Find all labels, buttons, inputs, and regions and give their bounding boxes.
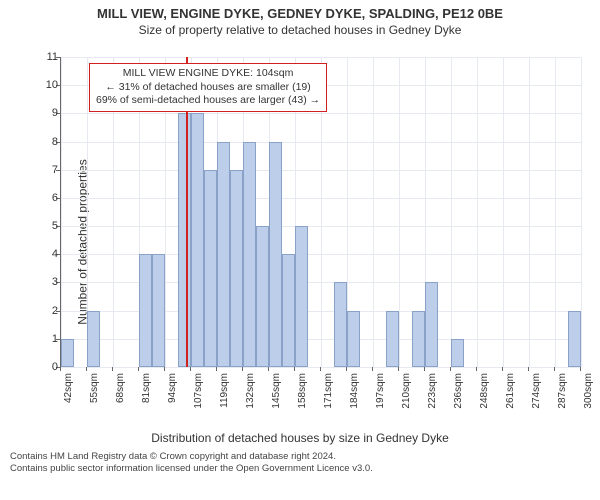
x-tick-mark xyxy=(320,367,321,371)
x-tick-label: 94sqm xyxy=(167,373,178,403)
x-tick-label: 68sqm xyxy=(115,373,126,403)
x-tick-mark xyxy=(268,367,269,371)
y-tick-label: 1 xyxy=(44,333,58,345)
x-tick-label: 42sqm xyxy=(63,373,74,403)
x-tick-label: 171sqm xyxy=(323,373,334,409)
page-title: MILL VIEW, ENGINE DYKE, GEDNEY DYKE, SPA… xyxy=(0,6,600,21)
histogram-bar xyxy=(191,113,204,367)
histogram-bar xyxy=(61,339,74,367)
annotation-line1: MILL VIEW ENGINE DYKE: 104sqm xyxy=(96,67,320,81)
x-tick-label: 184sqm xyxy=(349,373,360,409)
histogram-bar xyxy=(217,142,230,367)
x-tick-label: 145sqm xyxy=(271,373,282,409)
x-tick-mark xyxy=(424,367,425,371)
x-tick-label: 223sqm xyxy=(427,373,438,409)
x-tick-mark xyxy=(190,367,191,371)
histogram-bar xyxy=(282,254,295,367)
y-tick-label: 11 xyxy=(44,51,58,63)
x-tick-label: 274sqm xyxy=(531,373,542,409)
x-tick-label: 236sqm xyxy=(453,373,464,409)
x-tick-mark xyxy=(554,367,555,371)
x-tick-mark xyxy=(450,367,451,371)
grid-line xyxy=(373,57,374,367)
histogram-bar xyxy=(178,113,191,367)
histogram-bar xyxy=(347,311,360,367)
x-tick-mark xyxy=(528,367,529,371)
x-tick-mark xyxy=(242,367,243,371)
x-tick-label: 107sqm xyxy=(193,373,204,409)
annotation-line2: ← 31% of detached houses are smaller (19… xyxy=(96,81,320,95)
grid-line xyxy=(529,57,530,367)
x-tick-mark xyxy=(580,367,581,371)
x-tick-label: 261sqm xyxy=(505,373,516,409)
grid-line xyxy=(61,57,62,367)
x-tick-mark xyxy=(86,367,87,371)
y-tick-label: 3 xyxy=(44,276,58,288)
histogram-bar xyxy=(230,170,243,367)
histogram-bar xyxy=(568,311,581,367)
x-tick-label: 55sqm xyxy=(89,373,100,403)
x-tick-mark xyxy=(502,367,503,371)
histogram-bar xyxy=(386,311,399,367)
histogram-bar xyxy=(412,311,425,367)
histogram-bar xyxy=(152,254,165,367)
y-tick-label: 4 xyxy=(44,248,58,260)
x-tick-label: 158sqm xyxy=(297,373,308,409)
x-tick-label: 287sqm xyxy=(557,373,568,409)
grid-line xyxy=(399,57,400,367)
grid-line xyxy=(61,367,581,368)
x-tick-mark xyxy=(60,367,61,371)
x-tick-mark xyxy=(112,367,113,371)
x-tick-label: 197sqm xyxy=(375,373,386,409)
grid-line xyxy=(451,57,452,367)
footer: Contains HM Land Registry data © Crown c… xyxy=(0,447,600,476)
histogram-bar xyxy=(269,142,282,367)
chart-container: Number of detached properties 0123456789… xyxy=(0,37,600,447)
grid-line xyxy=(581,57,582,367)
histogram-bar xyxy=(204,170,217,367)
footer-line2: Contains public sector information licen… xyxy=(10,463,590,475)
x-tick-label: 119sqm xyxy=(219,373,230,408)
y-tick-label: 6 xyxy=(44,192,58,204)
x-tick-label: 132sqm xyxy=(245,373,256,409)
y-tick-label: 0 xyxy=(44,361,58,373)
x-tick-label: 300sqm xyxy=(583,373,594,409)
annotation-line3: 69% of semi-detached houses are larger (… xyxy=(96,94,320,108)
y-tick-label: 2 xyxy=(44,305,58,317)
y-tick-label: 5 xyxy=(44,220,58,232)
grid-line xyxy=(503,57,504,367)
histogram-bar xyxy=(334,282,347,367)
annotation-box: MILL VIEW ENGINE DYKE: 104sqm ← 31% of d… xyxy=(89,63,327,112)
histogram-bar xyxy=(256,226,269,367)
grid-line xyxy=(477,57,478,367)
x-tick-mark xyxy=(372,367,373,371)
x-tick-mark xyxy=(294,367,295,371)
x-tick-label: 210sqm xyxy=(401,373,412,409)
histogram-bar xyxy=(425,282,438,367)
x-tick-mark xyxy=(216,367,217,371)
grid-line xyxy=(555,57,556,367)
x-axis-label: Distribution of detached houses by size … xyxy=(0,431,600,445)
histogram-bar xyxy=(243,142,256,367)
y-tick-label: 8 xyxy=(44,136,58,148)
histogram-bar xyxy=(87,311,100,367)
histogram-bar xyxy=(139,254,152,367)
page-subtitle: Size of property relative to detached ho… xyxy=(0,23,600,37)
histogram-bar xyxy=(295,226,308,367)
histogram-bar xyxy=(451,339,464,367)
y-tick-label: 10 xyxy=(44,79,58,91)
x-tick-mark xyxy=(398,367,399,371)
x-tick-mark xyxy=(138,367,139,371)
x-tick-label: 81sqm xyxy=(141,373,152,403)
x-tick-mark xyxy=(476,367,477,371)
y-tick-label: 7 xyxy=(44,164,58,176)
y-tick-label: 9 xyxy=(44,107,58,119)
plot-area: MILL VIEW ENGINE DYKE: 104sqm ← 31% of d… xyxy=(60,57,581,368)
x-tick-label: 248sqm xyxy=(479,373,490,409)
x-tick-mark xyxy=(164,367,165,371)
x-tick-mark xyxy=(346,367,347,371)
footer-line1: Contains HM Land Registry data © Crown c… xyxy=(10,451,590,463)
